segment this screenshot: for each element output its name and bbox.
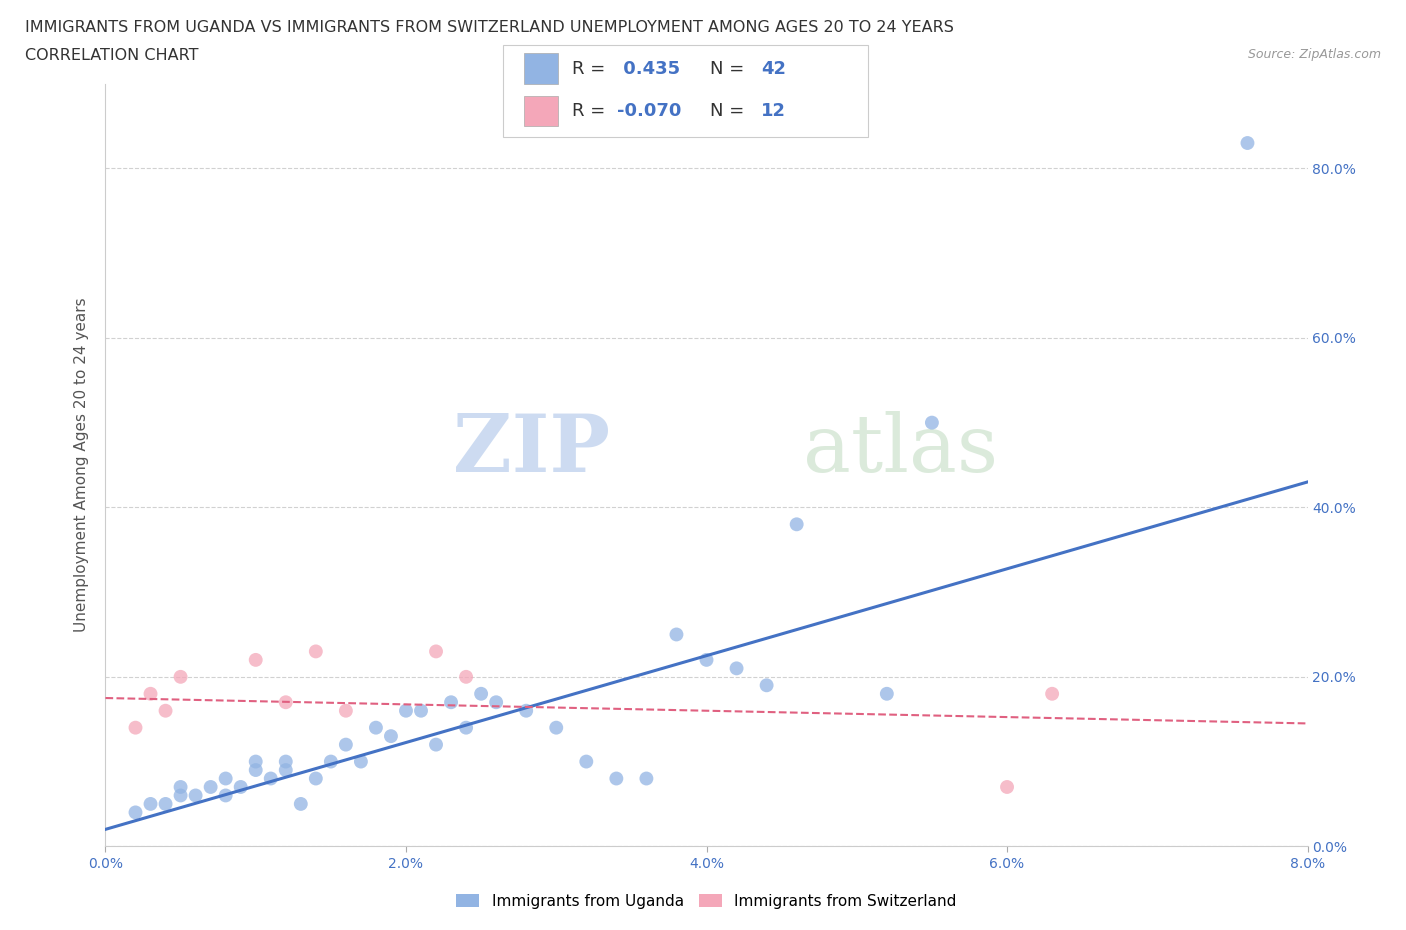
Text: CORRELATION CHART: CORRELATION CHART [25,48,198,63]
Text: N =: N = [710,60,749,78]
Point [214,771,236,786]
Point [139,686,162,701]
Point [696,653,718,668]
Point [786,517,808,532]
Bar [523,96,558,126]
Point [1236,136,1258,151]
Point [229,779,252,794]
Point [454,720,477,735]
Point [169,788,191,803]
Text: 42: 42 [761,60,786,78]
Point [636,771,658,786]
Text: ZIP: ZIP [453,411,610,489]
Point [319,754,342,769]
Text: -0.070: -0.070 [616,102,681,120]
Text: R =: R = [572,60,610,78]
Point [425,644,447,658]
Point [169,670,191,684]
Text: N =: N = [710,102,749,120]
Text: 12: 12 [761,102,786,120]
Point [605,771,627,786]
Point [200,779,222,794]
Point [350,754,373,769]
Point [274,763,297,777]
Point [515,703,537,718]
Point [470,686,492,701]
Point [876,686,898,701]
Point [124,805,146,820]
Text: R =: R = [572,102,610,120]
Point [305,771,328,786]
Point [575,754,598,769]
Point [305,644,328,658]
Point [155,796,177,811]
Point [364,720,387,735]
Point [155,703,177,718]
Point [485,695,508,710]
Text: atlas: atlas [803,411,998,489]
Point [124,720,146,735]
Point [274,754,297,769]
Point [995,779,1018,794]
Point [335,703,357,718]
Point [454,670,477,684]
Point [409,703,432,718]
Text: 0.435: 0.435 [616,60,679,78]
Point [245,653,267,668]
Point [725,661,748,676]
Legend: Immigrants from Uganda, Immigrants from Switzerland: Immigrants from Uganda, Immigrants from … [450,887,963,915]
Point [139,796,162,811]
Point [755,678,778,693]
Point [665,627,688,642]
Point [245,754,267,769]
Point [290,796,312,811]
Point [440,695,463,710]
Point [245,763,267,777]
Point [214,788,236,803]
Text: IMMIGRANTS FROM UGANDA VS IMMIGRANTS FROM SWITZERLAND UNEMPLOYMENT AMONG AGES 20: IMMIGRANTS FROM UGANDA VS IMMIGRANTS FRO… [25,20,955,35]
Point [425,737,447,752]
Point [1040,686,1063,701]
Point [260,771,283,786]
Bar [523,53,558,84]
Text: Source: ZipAtlas.com: Source: ZipAtlas.com [1247,48,1381,61]
Point [274,695,297,710]
Point [380,729,402,744]
Point [169,779,191,794]
Point [546,720,568,735]
Point [184,788,207,803]
Point [921,415,943,430]
Point [335,737,357,752]
Y-axis label: Unemployment Among Ages 20 to 24 years: Unemployment Among Ages 20 to 24 years [75,298,90,632]
Point [395,703,418,718]
